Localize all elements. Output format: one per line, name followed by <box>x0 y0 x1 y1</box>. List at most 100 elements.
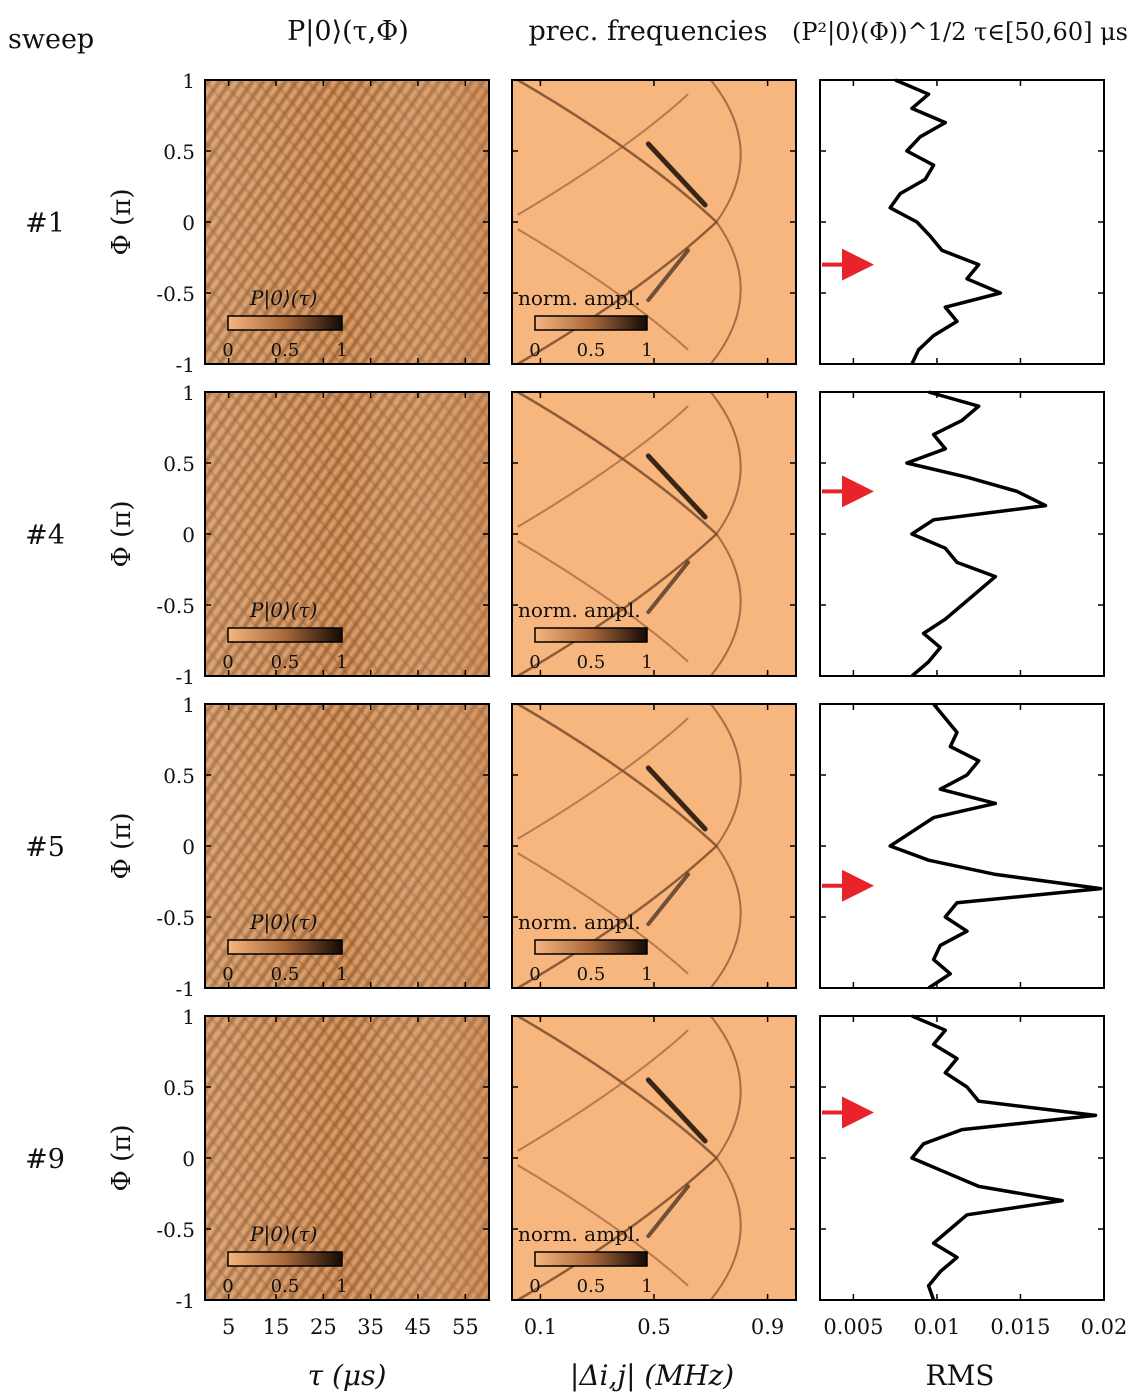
colorbar-freq <box>534 1251 648 1267</box>
colorbar-freq-tick: 0.5 <box>577 964 606 985</box>
colorbar-time-tick: 0 <box>222 340 233 361</box>
colorbar-freq-tick: 0 <box>529 340 540 361</box>
freq-peak-upper <box>645 1077 708 1144</box>
x-axis-label-rms: RMS <box>926 1359 995 1392</box>
colorbar-time <box>227 939 343 955</box>
y-tick-label: -0.5 <box>156 282 195 306</box>
colorbar-time-tick: 0.5 <box>271 964 300 985</box>
colorbar-freq-tick: 1 <box>641 964 652 985</box>
heatmap-freq-panel: norm. ampl. 0 0.5 1 <box>511 1014 797 1302</box>
colorbar-freq-tick: 1 <box>641 340 652 361</box>
colorbar-time-tick: 0 <box>222 964 233 985</box>
colorbar-freq <box>534 627 648 643</box>
x-tick-label: 25 <box>310 1315 337 1339</box>
colorbar-freq-tick: 0.5 <box>577 340 606 361</box>
x-tick-label: 0.9 <box>751 1315 784 1339</box>
colorbar-time-label: P|0⟩(τ) <box>249 598 317 623</box>
y-tick-label: 1 <box>182 693 195 717</box>
y-tick-label: 0.5 <box>163 764 195 788</box>
heatmap-freq-panel: norm. ampl. 0 0.5 1 <box>511 390 797 678</box>
freq-line-lower <box>517 852 689 975</box>
freq-arc-right <box>710 703 742 989</box>
colorbar-time-tick: 0 <box>222 652 233 673</box>
sweep-header: sweep <box>8 24 94 55</box>
x-tick-label: 0.005 <box>823 1315 883 1339</box>
y-tick-label: 0.5 <box>163 140 195 164</box>
freq-peak-lower <box>646 248 691 303</box>
heatmap-time-panel: P|0⟩(τ) 0 0.5 1 <box>204 391 490 677</box>
col2-title: prec. frequencies <box>529 16 768 47</box>
rms-series-line <box>888 702 1103 990</box>
freq-peak-lower <box>646 560 691 615</box>
freq-arc-right <box>710 1015 742 1301</box>
y-tick-label: -1 <box>176 977 195 1001</box>
freq-peak-lower <box>646 1184 691 1239</box>
colorbar-time-tick: 0.5 <box>271 1276 300 1297</box>
freq-peak-upper <box>645 453 708 520</box>
freq-line-upper <box>517 717 689 840</box>
x-tick-label: 15 <box>263 1315 290 1339</box>
x-axis-label-freq: |Δi,j| (MHz) <box>570 1359 734 1392</box>
y-axis-label: Φ (π) <box>107 501 137 568</box>
rms-panel <box>819 1014 1105 1301</box>
y-axis-label: Φ (π) <box>107 189 137 256</box>
colorbar-freq <box>534 315 648 331</box>
rms-panel <box>819 390 1105 678</box>
y-tick-label: -1 <box>176 665 195 689</box>
y-tick-label: 0 <box>182 523 195 547</box>
colorbar-freq-label: norm. ampl. <box>518 286 641 310</box>
freq-line-lower <box>517 540 689 663</box>
colorbar-time-tick: 1 <box>336 340 347 361</box>
colorbar-time-tick: 1 <box>336 964 347 985</box>
sweep-label: #5 <box>25 832 65 863</box>
colorbar-time-label: P|0⟩(τ) <box>249 1222 317 1247</box>
colorbar-time-label: P|0⟩(τ) <box>249 910 317 935</box>
heatmap-freq-panel: norm. ampl. 0 0.5 1 <box>511 78 797 366</box>
heatmap-time-panel: P|0⟩(τ) 0 0.5 1 <box>204 1015 490 1301</box>
colorbar-freq-tick: 0 <box>529 652 540 673</box>
colorbar-time <box>227 315 343 331</box>
freq-line-upper <box>517 1029 689 1152</box>
colorbar-freq-tick: 0.5 <box>577 652 606 673</box>
colorbar-time-tick: 1 <box>336 652 347 673</box>
colorbar-time-tick: 0.5 <box>271 340 300 361</box>
colorbar-freq-label: norm. ampl. <box>518 1222 641 1246</box>
sweep-label: #4 <box>25 520 65 551</box>
rms-frame <box>819 703 1105 989</box>
colorbar-time-tick: 1 <box>336 1276 347 1297</box>
sweep-row: #9 Φ (π) P|0⟩(τ) 0 0.5 1 norm. ampl. 0 0.5 1 1 0.5 0… <box>25 1005 1127 1339</box>
y-axis-label: Φ (π) <box>107 813 137 880</box>
freq-arc-right <box>710 79 742 365</box>
sweep-row: #4 Φ (π) P|0⟩(τ) 0 0.5 1 norm. ampl. 0 0.5 1 1 0.5 0… <box>25 381 1105 689</box>
colorbar-time-tick: 0.5 <box>271 652 300 673</box>
col3-title: (P²|0⟩(Φ))^1/2 τ∈[50,60] μs <box>792 18 1128 47</box>
x-tick-label: 0.015 <box>990 1315 1050 1339</box>
y-tick-label: 1 <box>182 1005 195 1029</box>
sweep-label: #9 <box>25 1144 65 1175</box>
freq-line-upper <box>517 405 689 528</box>
freq-peak-upper <box>645 765 708 832</box>
rms-panel <box>819 702 1105 990</box>
heatmap-time-panel: P|0⟩(τ) 0 0.5 1 <box>204 79 490 365</box>
y-tick-label: -0.5 <box>156 906 195 930</box>
freq-arc-right <box>710 391 742 677</box>
rms-frame <box>819 1015 1105 1301</box>
y-tick-label: 0.5 <box>163 452 195 476</box>
y-tick-label: -0.5 <box>156 594 195 618</box>
y-tick-label: 0.5 <box>163 1076 195 1100</box>
colorbar-freq-tick: 0 <box>529 964 540 985</box>
freq-line-lower <box>517 1164 689 1287</box>
heatmap-time-panel: P|0⟩(τ) 0 0.5 1 <box>204 703 490 989</box>
freq-line-upper <box>517 93 689 216</box>
y-tick-label: 0 <box>182 835 195 859</box>
y-tick-label: 0 <box>182 211 195 235</box>
colorbar-time-label: P|0⟩(τ) <box>249 286 317 311</box>
y-axis-label: Φ (π) <box>107 1125 137 1192</box>
colorbar-time-tick: 0 <box>222 1276 233 1297</box>
x-tick-label: 35 <box>357 1315 384 1339</box>
colorbar-freq-label: norm. ampl. <box>518 598 641 622</box>
y-tick-label: 0 <box>182 1147 195 1171</box>
heatmap-freq-panel: norm. ampl. 0 0.5 1 <box>511 702 797 990</box>
x-tick-label: 55 <box>452 1315 479 1339</box>
colorbar-time <box>227 627 343 643</box>
